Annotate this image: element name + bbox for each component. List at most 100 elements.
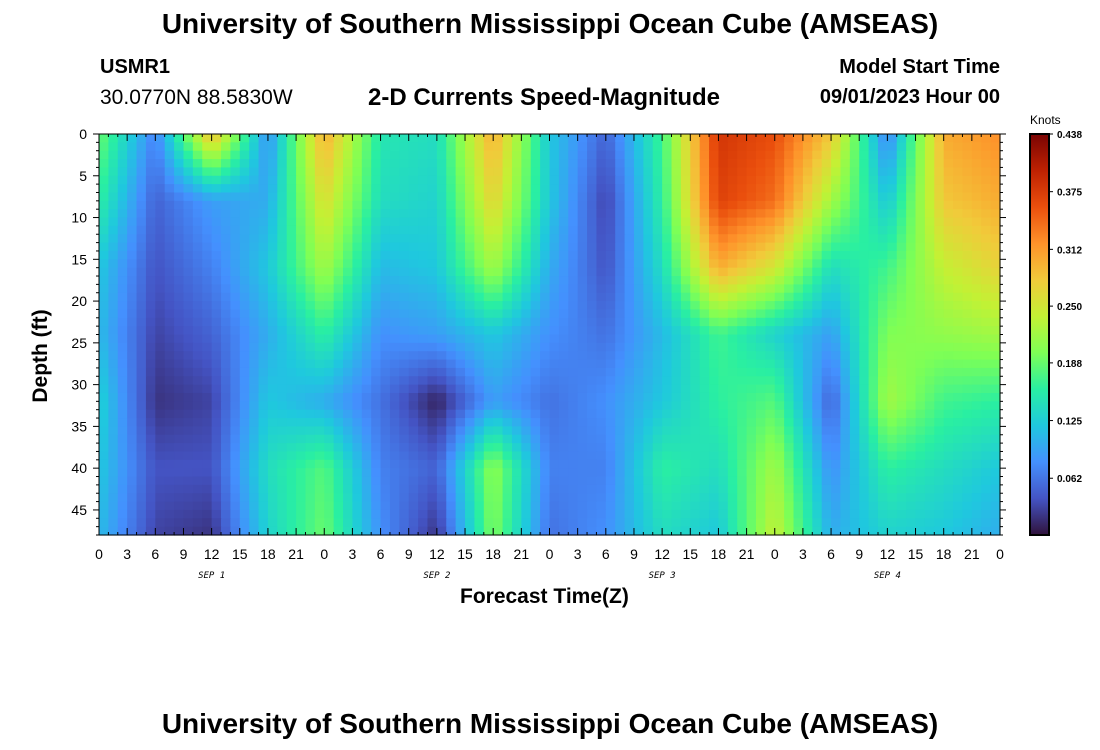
- heatmap-cell: [633, 518, 644, 528]
- heatmap-cell: [568, 317, 579, 327]
- heatmap-cell: [389, 526, 400, 536]
- heatmap-cell: [690, 184, 701, 194]
- heatmap-cell: [605, 301, 616, 311]
- heatmap-cell: [624, 526, 635, 536]
- heatmap-cell: [831, 367, 842, 377]
- heatmap-cell: [511, 267, 522, 277]
- heatmap-cell: [877, 267, 888, 277]
- heatmap-cell: [709, 292, 720, 302]
- heatmap-cell: [934, 276, 945, 285]
- heatmap-cell: [164, 401, 175, 411]
- heatmap-cell: [887, 434, 898, 444]
- heatmap-cell: [737, 351, 748, 361]
- heatmap-cell: [859, 518, 870, 528]
- heatmap-cell: [286, 476, 297, 486]
- heatmap-cell: [258, 476, 269, 486]
- heatmap-cell: [502, 351, 513, 361]
- heatmap-cell: [812, 518, 823, 528]
- heatmap-cell: [906, 367, 917, 377]
- heatmap-cell: [343, 326, 354, 336]
- heatmap-cell: [446, 200, 457, 210]
- heatmap-cell: [446, 518, 457, 528]
- heatmap-cell: [727, 292, 738, 302]
- heatmap-cell: [249, 292, 260, 302]
- heatmap-cell: [671, 167, 682, 177]
- heatmap-cell: [690, 359, 701, 369]
- heatmap-cell: [765, 167, 776, 177]
- heatmap-cell: [305, 200, 316, 210]
- heatmap-cell: [774, 351, 785, 361]
- heatmap-cell: [624, 134, 635, 143]
- heatmap-cell: [127, 426, 138, 436]
- heatmap-cell: [662, 326, 673, 336]
- heatmap-cell: [399, 292, 410, 302]
- heatmap-cell: [305, 301, 316, 311]
- heatmap-cell: [821, 493, 832, 503]
- heatmap-cell: [371, 493, 382, 503]
- heatmap-cell: [324, 359, 335, 369]
- heatmap-cell: [953, 418, 964, 427]
- heatmap-cell: [906, 142, 917, 152]
- heatmap-cell: [164, 418, 175, 427]
- heatmap-cell: [887, 184, 898, 194]
- heatmap-cell: [577, 209, 588, 219]
- heatmap-cell: [136, 234, 147, 244]
- heatmap-cell: [164, 501, 175, 511]
- heatmap-cell: [493, 175, 504, 185]
- heatmap-cell: [502, 342, 513, 352]
- heatmap-cell: [868, 217, 879, 227]
- heatmap-cell: [427, 192, 438, 202]
- heatmap-cell: [962, 276, 973, 285]
- heatmap-cell: [324, 351, 335, 361]
- model-start-value: 09/01/2023 Hour 00: [819, 86, 1000, 108]
- heatmap-cell: [699, 493, 710, 503]
- heatmap-cell: [343, 317, 354, 327]
- heatmap-cell: [633, 301, 644, 311]
- heatmap-cell: [755, 242, 766, 252]
- heatmap-cell: [887, 459, 898, 469]
- heatmap-cell: [296, 309, 307, 319]
- heatmap-cell: [915, 451, 926, 461]
- heatmap-cell: [455, 267, 466, 277]
- heatmap-cell: [286, 284, 297, 294]
- heatmap-cell: [643, 476, 654, 486]
- heatmap-cell: [605, 159, 616, 169]
- heatmap-cell: [662, 276, 673, 285]
- heatmap-cell: [380, 518, 391, 528]
- heatmap-cell: [183, 434, 194, 444]
- heatmap-cell: [868, 301, 879, 311]
- heatmap-cell: [408, 493, 419, 503]
- heatmap-cell: [671, 476, 682, 486]
- heatmap-cell: [793, 276, 804, 285]
- heatmap-cell: [990, 209, 1001, 219]
- heatmap-cell: [577, 367, 588, 377]
- heatmap-cell: [99, 209, 109, 219]
- heatmap-cell: [746, 301, 757, 311]
- heatmap-cell: [680, 468, 691, 478]
- heatmap-cell: [943, 384, 954, 394]
- heatmap-cell: [793, 468, 804, 478]
- heatmap-cell: [558, 451, 569, 461]
- heatmap-cell: [962, 167, 973, 177]
- heatmap-cell: [483, 150, 494, 160]
- heatmap-cell: [352, 443, 363, 453]
- heatmap-cell: [549, 142, 560, 152]
- heatmap-cell: [155, 342, 166, 352]
- x-tick-label: 15: [908, 546, 924, 562]
- heatmap-cell: [793, 434, 804, 444]
- heatmap-cell: [277, 250, 288, 260]
- heatmap-cell: [446, 267, 457, 277]
- heatmap-cell: [812, 234, 823, 244]
- heatmap-cell: [558, 217, 569, 227]
- day-label: SEP 3: [649, 571, 676, 581]
- heatmap-cell: [727, 250, 738, 260]
- heatmap-cell: [521, 526, 532, 536]
- heatmap-cell: [305, 351, 316, 361]
- heatmap-cell: [408, 409, 419, 419]
- heatmap-cell: [540, 443, 551, 453]
- heatmap-cell: [361, 367, 372, 377]
- heatmap-cell: [981, 392, 992, 402]
- heatmap-cell: [990, 351, 1001, 361]
- heatmap-cell: [709, 484, 720, 494]
- heatmap-cell: [774, 392, 785, 402]
